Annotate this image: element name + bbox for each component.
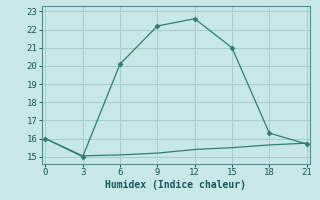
X-axis label: Humidex (Indice chaleur): Humidex (Indice chaleur) xyxy=(106,180,246,190)
